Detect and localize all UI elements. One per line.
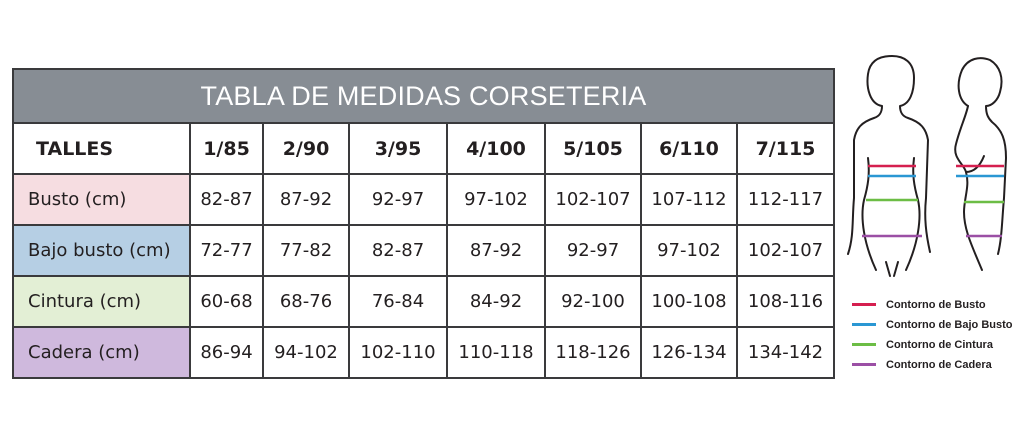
table-cell: 82-87 — [189, 173, 264, 226]
legend-label: Contorno de Cadera — [886, 358, 992, 371]
table-row: Cadera (cm) 86-94 94-102 102-110 110-118… — [12, 326, 835, 379]
table-title: TABLA DE MEDIDAS CORSETERIA — [12, 68, 835, 124]
legend-item-cadera: Contorno de Cadera — [852, 357, 1013, 372]
legend-label: Contorno de Cintura — [886, 338, 993, 351]
legend-item-cintura: Contorno de Cintura — [852, 337, 1013, 352]
legend-item-bajo-busto: Contorno de Bajo Busto — [852, 317, 1013, 332]
table-header-row: TALLES 1/85 2/90 3/95 4/100 5/105 6/110 … — [12, 122, 835, 175]
legend-swatch — [852, 303, 876, 306]
header-cell: 4/100 — [446, 122, 546, 175]
table-cell: 92-97 — [348, 173, 448, 226]
table-cell: 112-117 — [736, 173, 835, 226]
table-row: Busto (cm) 82-87 87-92 92-97 97-102 102-… — [12, 173, 835, 226]
table-cell: 87-92 — [446, 224, 546, 277]
table-cell: 60-68 — [189, 275, 264, 328]
table-cell: 94-102 — [262, 326, 350, 379]
legend-swatch — [852, 343, 876, 346]
legend-label: Contorno de Busto — [886, 298, 986, 311]
table-cell: 76-84 — [348, 275, 448, 328]
table-cell: 84-92 — [446, 275, 546, 328]
table-cell: 72-77 — [189, 224, 264, 277]
table-cell: 97-102 — [446, 173, 546, 226]
table-cell: 102-107 — [544, 173, 642, 226]
row-label: Bajo busto (cm) — [12, 224, 191, 277]
table-row: Cintura (cm) 60-68 68-76 76-84 84-92 92-… — [12, 275, 835, 328]
legend-swatch — [852, 363, 876, 366]
table-cell: 126-134 — [640, 326, 738, 379]
table-cell: 107-112 — [640, 173, 738, 226]
header-cell: 3/95 — [348, 122, 448, 175]
table-cell: 110-118 — [446, 326, 546, 379]
table-cell: 86-94 — [189, 326, 264, 379]
header-cell: 6/110 — [640, 122, 738, 175]
measurement-legend: Contorno de Busto Contorno de Bajo Busto… — [852, 297, 1013, 377]
table-cell: 68-76 — [262, 275, 350, 328]
legend-swatch — [852, 323, 876, 326]
header-cell: 7/115 — [736, 122, 835, 175]
legend-item-busto: Contorno de Busto — [852, 297, 1013, 312]
size-chart-table: TABLA DE MEDIDAS CORSETERIA TALLES 1/85 … — [12, 68, 835, 379]
table-cell: 92-97 — [544, 224, 642, 277]
table-cell: 97-102 — [640, 224, 738, 277]
table-cell: 82-87 — [348, 224, 448, 277]
table-cell: 100-108 — [640, 275, 738, 328]
header-cell: 5/105 — [544, 122, 642, 175]
table-row: Bajo busto (cm) 72-77 77-82 82-87 87-92 … — [12, 224, 835, 277]
table-cell: 118-126 — [544, 326, 642, 379]
row-label: Cadera (cm) — [12, 326, 191, 379]
legend-label: Contorno de Bajo Busto — [886, 318, 1013, 331]
body-silhouette-icon — [847, 55, 1007, 277]
table-cell: 102-107 — [736, 224, 835, 277]
row-label: Busto (cm) — [12, 173, 191, 226]
table-cell: 102-110 — [348, 326, 448, 379]
table-cell: 87-92 — [262, 173, 350, 226]
row-label: Cintura (cm) — [12, 275, 191, 328]
table-cell: 92-100 — [544, 275, 642, 328]
header-cell: 2/90 — [262, 122, 350, 175]
header-cell: TALLES — [12, 122, 191, 175]
table-cell: 134-142 — [736, 326, 835, 379]
header-cell: 1/85 — [189, 122, 264, 175]
table-cell: 108-116 — [736, 275, 835, 328]
table-cell: 77-82 — [262, 224, 350, 277]
